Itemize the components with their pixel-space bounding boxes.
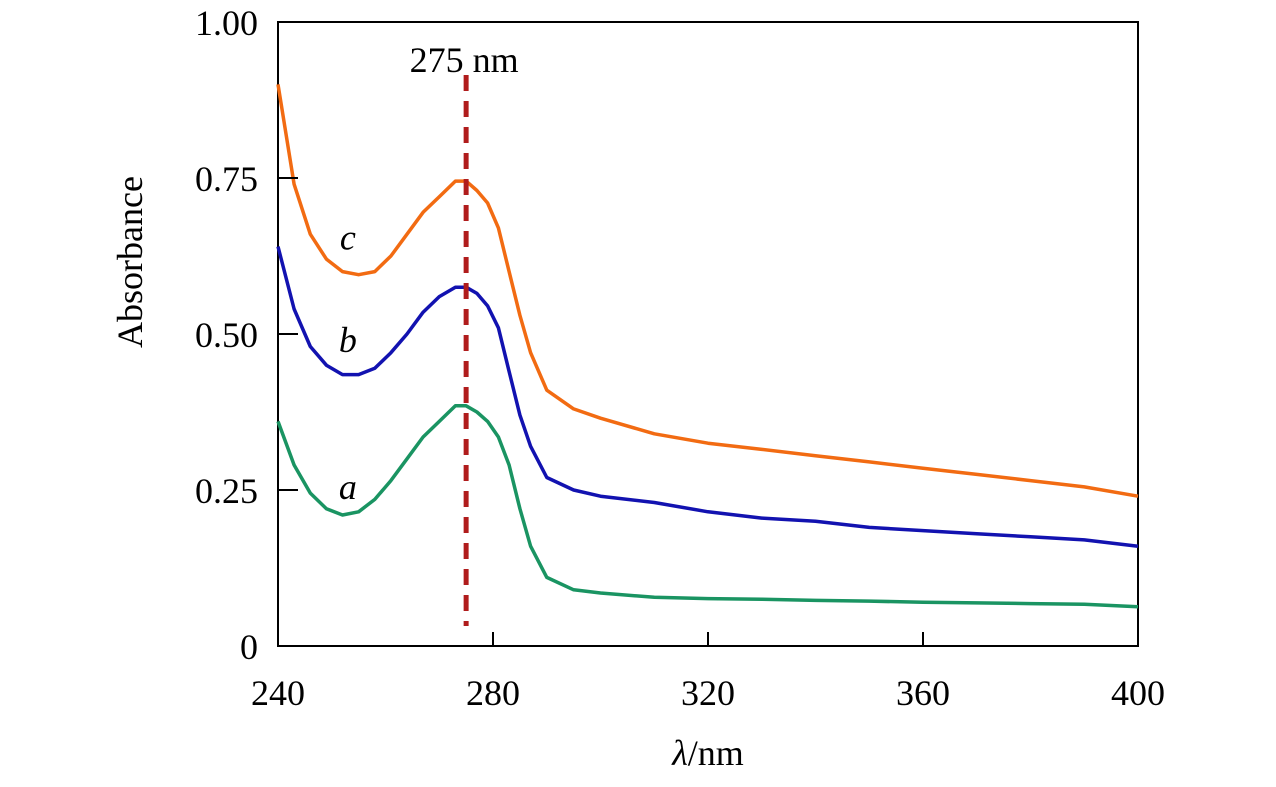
y-tick-label: 0.25 [195, 471, 258, 511]
series-c-line [276, 84, 1139, 498]
ticks-layer: 240 280 320 360 400 0 0.25 0.50 0.75 1.00 [195, 3, 1165, 713]
annotation-layer: 275 nm [410, 40, 519, 626]
y-tick-label: 0.50 [195, 315, 258, 355]
series-a-label: a [339, 467, 357, 507]
series-c-label: c [340, 217, 356, 257]
x-tick-label: 400 [1111, 673, 1165, 713]
x-tick-label: 320 [681, 673, 735, 713]
x-axis-label-unit: /nm [688, 733, 744, 773]
y-tick-label: 0.75 [195, 159, 258, 199]
x-axis-label-symbol: λ [671, 733, 688, 773]
x-tick-label: 240 [251, 673, 305, 713]
x-axis-label: λ/nm [671, 733, 744, 773]
y-axis-label: Absorbance [110, 176, 150, 348]
x-tick-label: 360 [896, 673, 950, 713]
y-tick-label: 1.00 [195, 3, 258, 43]
x-tick-label: 280 [466, 673, 520, 713]
peak-annotation-label: 275 nm [410, 40, 519, 80]
series-b-label: b [339, 320, 357, 360]
series-layer: a b c [276, 84, 1139, 609]
series-a-line [276, 404, 1139, 609]
series-b-line [276, 246, 1139, 548]
y-tick-label: 0 [240, 627, 258, 667]
